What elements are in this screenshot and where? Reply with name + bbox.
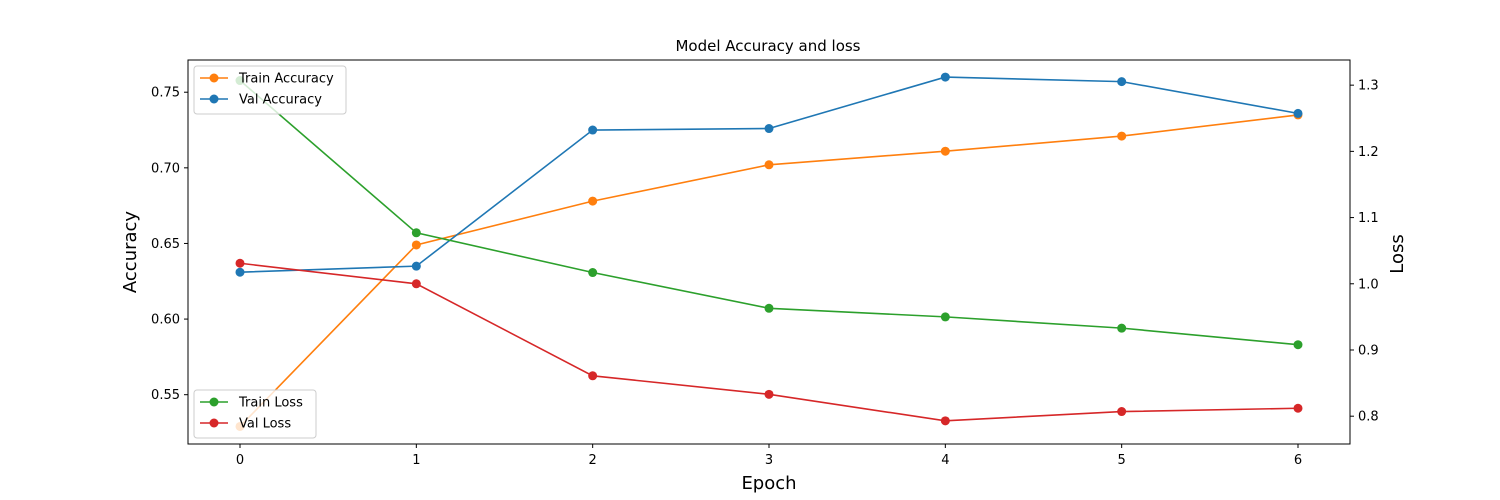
data-point-val-loss [1117,407,1127,417]
x-tick-label: 0 [236,453,244,468]
data-point-val-loss [764,389,774,399]
data-point-train-loss [411,228,421,238]
data-point-train-loss [1293,340,1303,350]
data-point-train-accuracy [1117,131,1127,141]
legend-label: Train Loss [238,396,303,411]
x-tick-label: 5 [1118,453,1126,468]
x-tick-label: 3 [765,453,773,468]
axes-layer: 0 1 2 3 4 5 6 0.55 0.60 0.65 0.70 0.75 0.8 0.9 1.0 1.1 1… [151,79,1379,468]
data-point-train-loss [588,268,598,278]
data-point-val-loss [588,371,598,381]
x-tick-label: 6 [1294,453,1302,468]
data-point-val-accuracy [940,72,950,82]
data-point-val-accuracy [411,261,421,271]
y-left-tick-label: 0.60 [151,313,180,328]
data-point-val-loss [940,416,950,426]
x-tick-label: 4 [941,453,949,468]
data-point-train-accuracy [411,240,421,250]
y-axis-left-title: Accuracy [120,211,141,294]
y-right-tick-label: 0.9 [1358,343,1379,358]
data-point-train-loss [764,303,774,313]
data-point-val-loss [411,279,421,289]
plot-area [187,59,1351,445]
data-point-train-accuracy [764,160,774,170]
data-point-val-accuracy [235,267,245,277]
x-tick-label: 1 [412,453,420,468]
data-point-val-accuracy [1117,77,1127,87]
data-point-val-accuracy [764,124,774,134]
data-point-train-accuracy [940,146,950,156]
chart-title: Model Accuracy and loss [675,37,860,55]
data-point-val-accuracy [588,125,598,135]
data-point-train-loss [1117,323,1127,333]
series-layer [235,72,1303,431]
legend-swatch-marker [209,94,219,104]
y-right-tick-label: 0.8 [1358,410,1379,425]
data-point-train-accuracy [588,196,598,206]
legend-swatch-marker [209,73,219,83]
legend-upper-left: Train Accuracy Val Accuracy [193,65,347,115]
data-point-val-loss [235,258,245,268]
data-point-val-loss [1293,403,1303,413]
data-point-train-loss [940,312,950,322]
legend-swatch-marker [209,397,219,407]
y-left-tick-label: 0.55 [151,388,180,403]
y-right-tick-label: 1.3 [1358,79,1379,94]
x-tick-label: 2 [589,453,597,468]
y-right-tick-label: 1.2 [1358,145,1379,160]
y-left-tick-label: 0.75 [151,86,180,101]
legend-layer: Train Accuracy Val Accuracy Train Loss Val … [193,65,347,439]
y-left-tick-label: 0.70 [151,161,180,176]
series-line-val-accuracy [239,76,1299,273]
data-point-val-accuracy [1293,108,1303,118]
legend-label: Val Accuracy [239,93,322,108]
y-right-tick-label: 1.0 [1358,277,1379,292]
y-axis-right-title: Loss [1387,234,1408,273]
legend-swatch-marker [209,418,219,428]
legend-lower-left: Train Loss Val Loss [193,389,317,439]
y-left-tick-label: 0.65 [151,237,180,252]
x-axis-title: Epoch [741,473,796,494]
y-right-tick-label: 1.1 [1358,211,1379,226]
legend-label: Val Loss [239,417,291,432]
legend-label: Train Accuracy [238,72,334,87]
legend-frame [193,65,347,115]
